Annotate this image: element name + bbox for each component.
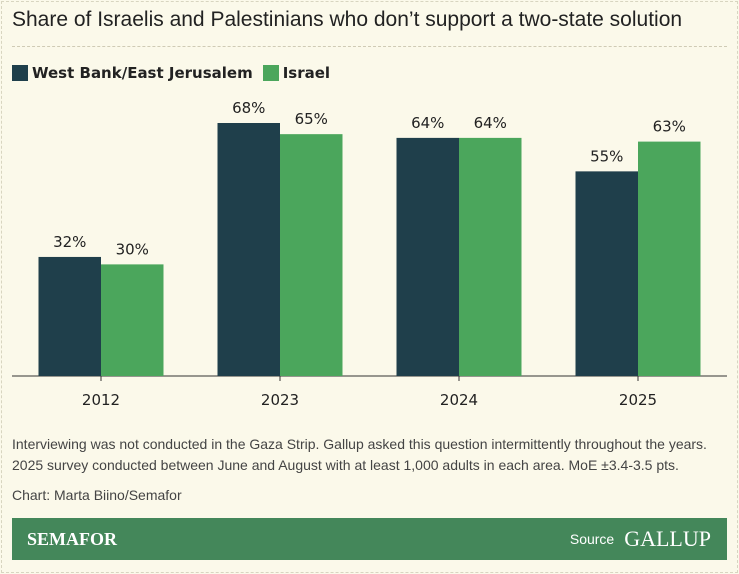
x-tick-label: 2024 — [440, 391, 478, 409]
data-label: 64% — [411, 114, 444, 132]
legend-label: Israel — [282, 64, 331, 82]
x-tick-label: 2025 — [619, 391, 657, 409]
plot-area: 32% 30% 2012 68% 65% 2023 64% 64% 2024 55% 63% 2025 — [12, 99, 727, 409]
chart-title: Share of Israelis and Palestinians who d… — [12, 8, 683, 31]
source-group: Source GALLUP — [570, 518, 711, 560]
data-label: 32% — [53, 233, 86, 251]
note-1: Interviewing was not conducted in the Ga… — [12, 436, 707, 452]
x-tick-label: 2023 — [261, 391, 299, 409]
bar — [280, 134, 343, 376]
bar — [38, 256, 101, 376]
divider — [12, 46, 727, 47]
bar — [575, 171, 638, 376]
bar — [101, 264, 164, 376]
legend-item-israel: Israel — [262, 64, 331, 82]
footer-band: SEMAFOR Source GALLUP — [12, 518, 727, 560]
data-label: 68% — [232, 99, 265, 117]
data-label: 65% — [295, 110, 328, 128]
source-label: Source — [569, 531, 615, 547]
legend-swatch — [12, 65, 28, 81]
gallup-logo: GALLUP — [624, 526, 711, 551]
credit: Chart: Marta Biino/Semafor — [12, 487, 182, 503]
legend-swatch — [262, 65, 279, 81]
legend-item-west-bank: West Bank/East Jerusalem — [12, 64, 253, 82]
data-label: 63% — [653, 118, 686, 136]
semafor-logo: SEMAFOR — [27, 529, 117, 549]
data-label: 64% — [474, 114, 507, 132]
legend: West Bank/East Jerusalem Israel — [12, 64, 330, 82]
bar — [638, 141, 701, 376]
bar — [217, 123, 280, 376]
bar — [459, 137, 522, 376]
data-label: 30% — [116, 240, 149, 258]
note-2: 2025 survey conducted between June and A… — [12, 457, 679, 473]
data-label: 55% — [590, 147, 623, 165]
bar — [396, 137, 459, 376]
x-tick-label: 2012 — [82, 391, 120, 409]
legend-label: West Bank/East Jerusalem — [32, 64, 253, 82]
